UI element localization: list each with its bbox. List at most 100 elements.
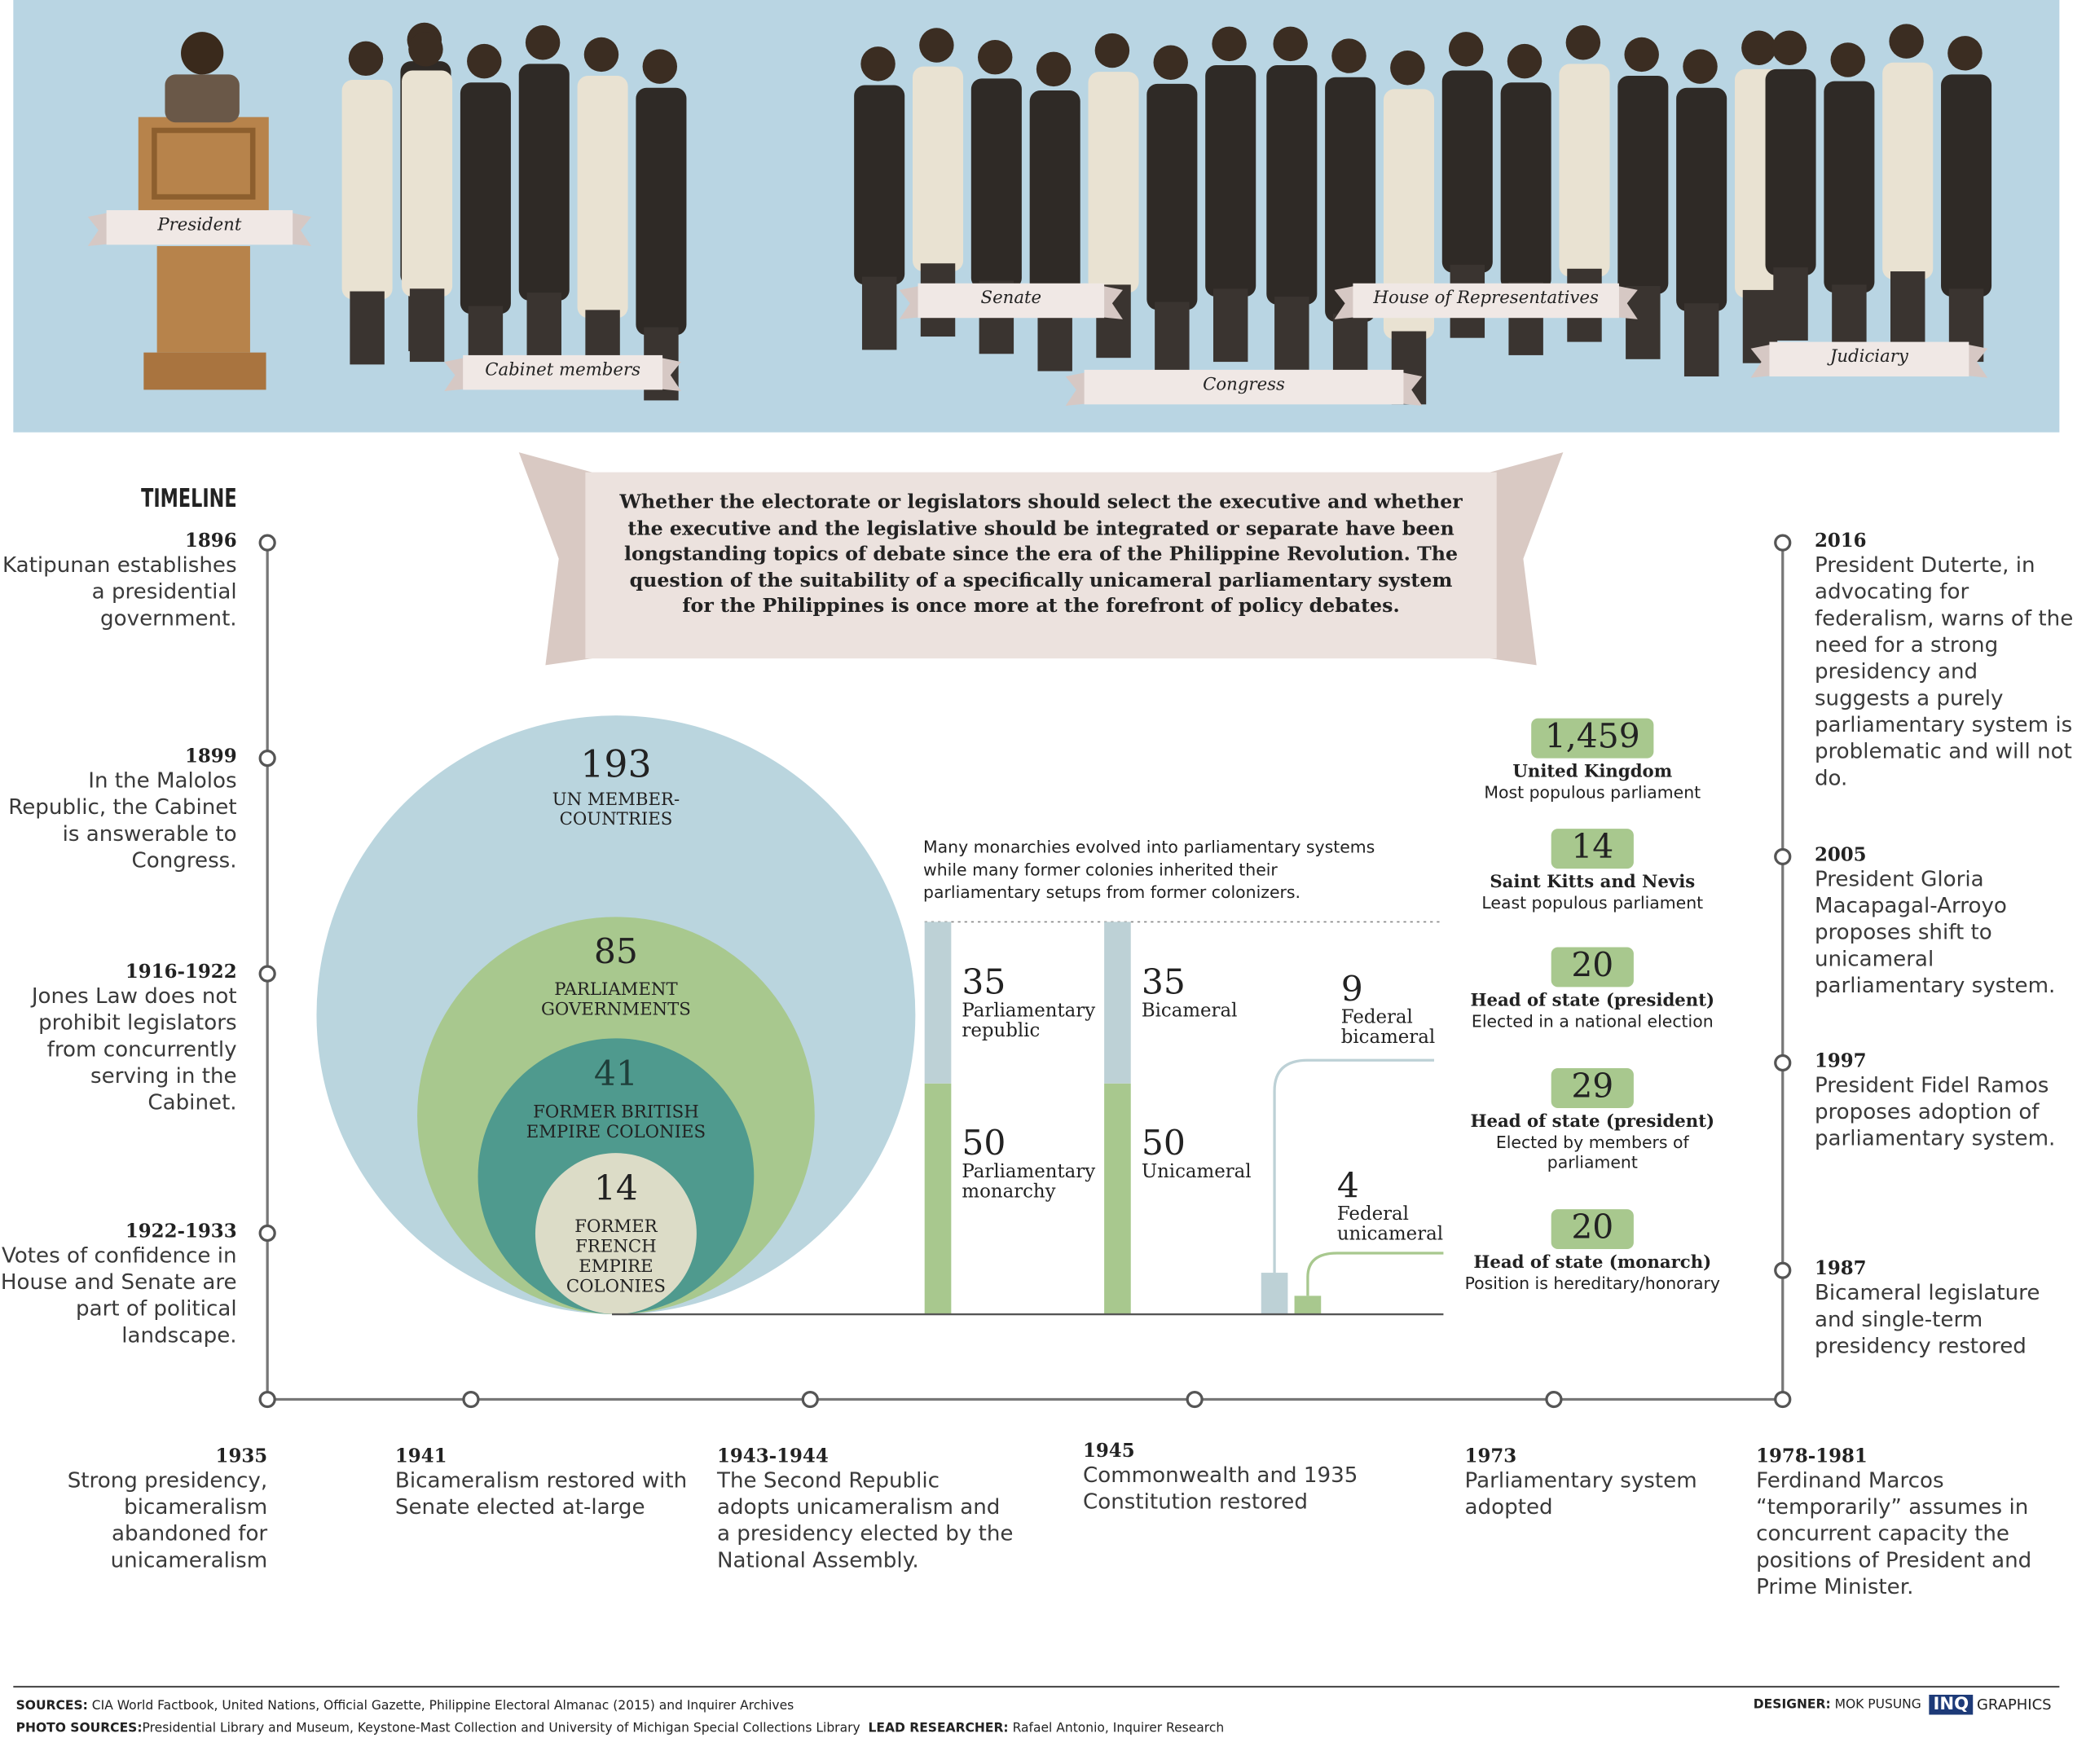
researcher-text: Rafael Antonio, Inquirer Research — [1012, 1721, 1225, 1736]
fact-text: Elected in a national election — [1471, 1010, 1714, 1032]
timeline-event: 1943-1944 The Second Republic adopts unic… — [717, 1446, 1016, 1574]
figure-head — [1331, 38, 1366, 73]
event-text: President Gloria Macapagal-Arroyo propos… — [1814, 865, 2056, 998]
timeline-event: 1916-1922 Jones Law does not prohibit leg… — [0, 961, 237, 1115]
segment-value: 35 — [1141, 963, 1186, 1004]
ribbon — [1084, 369, 1404, 405]
banner-label: Senate — [980, 288, 1042, 309]
event-text: President Fidel Ramos proposes adoption … — [1814, 1071, 2056, 1151]
timeline-dot — [258, 1224, 276, 1243]
circle-value: 193 — [580, 741, 652, 786]
fact-text: Most populous parliament — [1484, 781, 1701, 803]
timeline-event: 1978-1981 Ferdinand Marcos “temporarily” … — [1756, 1446, 2055, 1600]
federal-value: 4 — [1336, 1166, 1359, 1207]
segment-group: 50 Parliamentary monarchy — [962, 1126, 1108, 1203]
figure-head — [642, 49, 678, 84]
figure-body — [1882, 62, 1934, 279]
figure-legs — [1212, 288, 1248, 363]
event-text: Bicameral legislature and single-term pr… — [1814, 1279, 2040, 1358]
note: Many monarchies evolved into parliamenta… — [923, 836, 1375, 902]
event-year: 1978-1981 — [1756, 1445, 1868, 1467]
figure-head — [1741, 30, 1776, 65]
brand: INQ — [1929, 1695, 1974, 1715]
event-year: 1922-1933 — [125, 1221, 237, 1243]
segment-value: 50 — [962, 1124, 1006, 1165]
figure-body — [854, 85, 905, 285]
figure-body — [970, 78, 1022, 289]
figure-body — [1146, 83, 1198, 310]
figure-head — [1565, 25, 1601, 60]
figure-legs — [861, 276, 897, 350]
intro-text: Whether the electorate or legislators sh… — [619, 490, 1463, 618]
timeline-dot — [1774, 1390, 1792, 1409]
federal-bar — [1261, 1273, 1288, 1315]
fact-value: 1,459 — [1544, 716, 1640, 756]
timeline-title: TIMELINE — [141, 484, 237, 514]
figure-head — [1830, 42, 1865, 77]
photo-sources: PHOTO SOURCES:Presidential Library and M… — [16, 1722, 1225, 1736]
fact-badge — [1551, 829, 1634, 869]
figure-legs — [1773, 267, 1808, 341]
stacked-bar-segment — [924, 1083, 952, 1315]
figure-body — [636, 87, 687, 336]
fact-text: Elected by members of parliament — [1495, 1132, 1689, 1172]
designer-label: DESIGNER: — [1753, 1697, 1831, 1713]
timeline-dot — [801, 1390, 819, 1409]
fact-title: Head of state (monarch) — [1473, 1252, 1712, 1274]
figure-body — [1383, 89, 1434, 340]
federal-group: 4 Federal unicameral — [1337, 1168, 1457, 1245]
figure-head — [978, 39, 1013, 75]
event-text: Ferdinand Marcos “temporarily” assumes i… — [1756, 1467, 2032, 1599]
stacked-bar-segment — [924, 922, 952, 1084]
figure-legs — [1626, 286, 1661, 359]
figure-body — [1088, 72, 1139, 293]
figure-head — [1771, 30, 1807, 65]
event-year: 1896 — [184, 530, 237, 552]
figure-body — [402, 70, 453, 297]
event-text: Bicameralism restored with Senate electe… — [394, 1467, 688, 1520]
ribbon — [1353, 283, 1619, 319]
banner-label: President — [157, 215, 242, 235]
figure-body — [1441, 70, 1493, 273]
researcher-label: LEAD RESEARCHER: — [868, 1721, 1009, 1736]
timeline-dot — [258, 534, 276, 552]
event-text: Jones Law does not prohibit legislators … — [31, 983, 237, 1115]
figure-legs — [409, 288, 445, 363]
figure-head — [1683, 49, 1718, 84]
timeline-dot — [1774, 534, 1792, 552]
fact-badge — [1531, 718, 1654, 759]
circle-value: 41 — [593, 1054, 638, 1094]
event-year: 1997 — [1814, 1050, 1867, 1072]
figure-head — [919, 28, 954, 63]
figure-body — [1500, 82, 1551, 290]
figure-body — [1029, 90, 1080, 306]
ribbon — [1769, 341, 1969, 377]
federal-label: Federal unicameral — [1336, 1203, 1444, 1246]
timeline-event: 1899 In the Malolos Republic, the Cabinet… — [0, 746, 236, 874]
segment-value: 50 — [1141, 1124, 1186, 1165]
timeline-event: 1941 Bicameralism restored with Senate el… — [395, 1446, 694, 1520]
fact-value: 29 — [1571, 1067, 1614, 1106]
figure-legs — [1683, 303, 1719, 377]
fact-value: 20 — [1571, 945, 1614, 985]
event-year: 1916-1922 — [125, 961, 237, 983]
federal-label: Federal bicameral — [1340, 1006, 1436, 1049]
fact-title: Head of state (president) — [1470, 1111, 1715, 1133]
connector — [1306, 1252, 1444, 1296]
segment-group: 35 Parliamentary republic — [962, 965, 1108, 1042]
set-circle — [535, 1153, 697, 1315]
event-year: 1973 — [1464, 1445, 1517, 1467]
figure-body — [518, 64, 570, 301]
figure-legs — [350, 291, 385, 365]
event-year: 1941 — [394, 1445, 447, 1467]
ribbon — [106, 209, 293, 245]
circle-value: 85 — [593, 932, 638, 973]
timeline-event: 1935 Strong presidency, bicameralism aban… — [27, 1446, 268, 1574]
banner-label: House of Representatives — [1373, 288, 1599, 309]
figure-body — [1205, 65, 1256, 297]
segment-label: Bicameral — [1141, 1000, 1238, 1022]
stacked-bar-segment — [1104, 922, 1131, 1084]
figure-head — [467, 43, 502, 79]
event-text: President Duterte, in advocating for fed… — [1814, 552, 2074, 790]
